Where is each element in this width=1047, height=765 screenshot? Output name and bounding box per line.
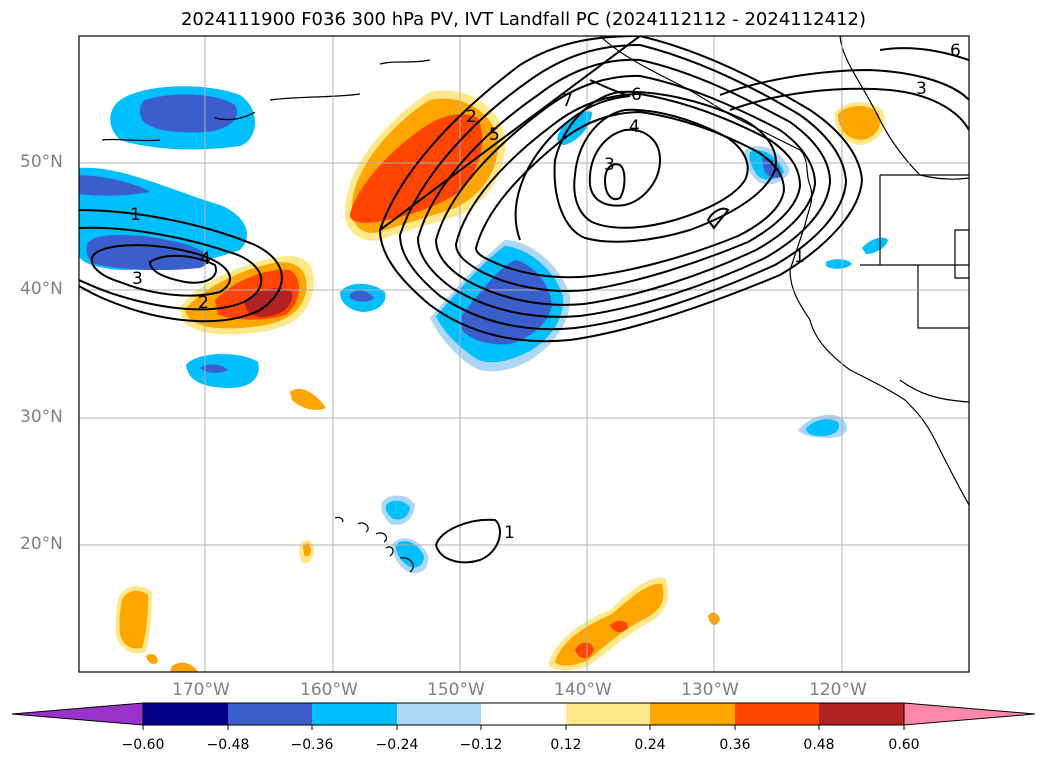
contour-label: 6 [950, 41, 961, 61]
colorbar-segment [819, 703, 904, 725]
contour-labels: 1 3 2 2 5 7 6 4 3 6 3 1 1 4 [130, 41, 961, 543]
lat-label: 20°N [20, 534, 63, 554]
contour-label: 4 [629, 117, 640, 137]
colorbar-left-arrow [11, 702, 144, 726]
colorbar-tick-label: −0.24 [375, 737, 419, 753]
colorbar-segment [735, 703, 819, 725]
contour-label: 3 [132, 269, 143, 289]
colorbar-tick-label: 0.36 [719, 737, 751, 753]
colorbar-right-arrow [903, 702, 1036, 726]
lat-label: 30°N [20, 407, 63, 427]
colorbar-tick-label: 0.12 [550, 737, 582, 753]
colorbar-segment [312, 703, 397, 725]
lon-label: 130°W [681, 680, 739, 700]
contour-label: 3 [916, 79, 927, 99]
colorbar-segment [481, 703, 566, 725]
contour-label: 2 [198, 293, 209, 313]
contour-label: 4 [200, 249, 211, 269]
colorbar-tick-label: −0.48 [206, 737, 250, 753]
contour-label: 6 [631, 85, 642, 105]
colorbar-tick-label: 0.24 [634, 737, 666, 753]
contour-label: 1 [794, 247, 805, 267]
colorbar-tick-label: −0.60 [121, 737, 165, 753]
colorbar-segment [650, 703, 735, 725]
contour-label: 1 [130, 205, 141, 225]
ivt-contours [79, 36, 969, 564]
lon-label: 140°W [554, 680, 612, 700]
contour-label: 2 [466, 107, 477, 127]
colorbar [11, 702, 1036, 730]
colorbar-tick-label: 0.60 [888, 737, 920, 753]
lat-label: 50°N [20, 152, 63, 172]
colorbar-segment [397, 703, 481, 725]
lon-label: 170°W [172, 680, 230, 700]
contour-label: 5 [489, 125, 500, 145]
colorbar-segment [143, 703, 228, 725]
colorbar-tick-label: −0.36 [290, 737, 334, 753]
contour-label: 7 [562, 91, 573, 111]
contour-label: 1 [504, 523, 515, 543]
pv-shading [79, 86, 888, 672]
colorbar-segment [566, 703, 650, 725]
plot-frame [78, 35, 970, 673]
map-title: 2024111900 F036 300 hPa PV, IVT Landfall… [180, 9, 867, 30]
lat-label: 40°N [20, 279, 63, 299]
lon-label: 150°W [427, 680, 485, 700]
contour-label: 3 [604, 155, 615, 175]
colorbar-tick-label: −0.12 [459, 737, 503, 753]
colorbar-segment [228, 703, 312, 725]
colorbar-tick-label: 0.48 [803, 737, 835, 753]
lon-label: 120°W [809, 680, 867, 700]
lon-label: 160°W [300, 680, 358, 700]
